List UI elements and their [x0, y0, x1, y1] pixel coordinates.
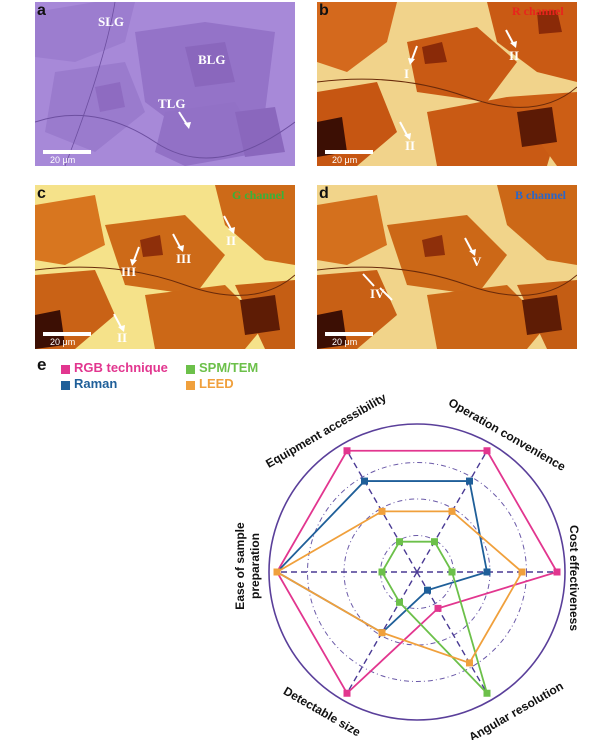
radar-axis-labels: Equipment accessibility Operation conveni…: [233, 390, 581, 740]
scale-bar-a: [43, 150, 91, 154]
panel-d-image: [317, 185, 577, 349]
radar-point-raman-2: [466, 477, 473, 485]
radar-axis-label-group-2: Operation convenience: [446, 395, 568, 474]
radar-point-rgb-technique-4: [434, 604, 442, 612]
c-arrow-iii-left: [130, 246, 140, 266]
label-slg: SLG: [98, 14, 125, 29]
panel-b-label: b: [319, 2, 329, 19]
legend-label-rgb: RGB technique: [74, 360, 168, 375]
radar-outer-circle: [268, 423, 566, 721]
b-arrow-i: [408, 45, 418, 65]
scale-text-a: 20 μm: [50, 155, 76, 165]
radar-point-spm-tem-4: [483, 689, 491, 697]
label-b-ii-top: II: [509, 48, 520, 63]
panel-a-image: [35, 2, 295, 166]
tlg-arrow: [178, 111, 191, 129]
radar-point-leed-5: [378, 629, 386, 637]
radar-point-leed-6: [273, 568, 281, 576]
radar-axis-label-group-3: Cost effectiveness: [567, 525, 581, 631]
c-arrow-iii-right: [172, 233, 184, 252]
c-arrow-ii-top: [223, 215, 235, 234]
panel-d-micrograph: [317, 185, 577, 349]
radar-axis-label-6: Ease of samplepreparation: [233, 522, 262, 610]
channel-g-label: G channel: [232, 188, 285, 202]
legend-swatch-rgb: [61, 365, 70, 374]
radar-point-rgb-technique-2: [483, 447, 491, 455]
radar-chart: Equipment accessibility Operation conveni…: [233, 390, 581, 740]
legend-label-raman: Raman: [74, 376, 118, 391]
radar-axis-label-group-5: Detectable size: [281, 684, 363, 740]
channel-r-label: R channel: [512, 4, 564, 18]
label-c-iii-left: III: [121, 264, 137, 279]
label-tlg: TLG: [158, 96, 186, 111]
radar-point-leed-2: [448, 507, 456, 515]
scale-text-b: 20 μm: [332, 155, 358, 165]
radar-point-leed-1: [378, 507, 386, 515]
radar-axis-label-1: Equipment accessibility: [263, 390, 389, 471]
legend-label-leed: LEED: [199, 376, 234, 391]
scale-bar-d: [325, 332, 373, 336]
panel-d-label: d: [319, 185, 329, 202]
panel-c-image: [35, 185, 295, 349]
radar-point-spm-tem-2: [431, 538, 438, 546]
scale-text-c: 20 μm: [50, 337, 76, 347]
d-arrows-iv: [362, 273, 393, 301]
b-arrow-ii-top: [505, 29, 517, 48]
radar-axis-label-group-1: Equipment accessibility: [263, 390, 389, 471]
scale-text-d: 20 μm: [332, 337, 358, 347]
panel-b-image: [317, 2, 577, 166]
scale-bar-b: [325, 150, 373, 154]
panel-a-micrograph: [35, 2, 295, 166]
radar-series-group: [273, 447, 561, 697]
legend-label-spm: SPM/TEM: [199, 360, 259, 375]
radar-axis-label-2: Operation convenience: [446, 395, 568, 474]
label-c-iii-right: III: [176, 251, 192, 266]
label-c-ii-bottom: II: [117, 330, 128, 345]
radar-point-rgb-technique-3: [553, 568, 561, 576]
radar-axis-label-5: Detectable size: [281, 684, 363, 740]
radar-point-spm-tem-6: [378, 568, 386, 576]
radar-point-rgb-technique-5: [343, 689, 351, 697]
d-arrow-v: [464, 237, 476, 256]
label-b-i: I: [404, 66, 410, 81]
scale-bar-c: [43, 332, 91, 336]
label-d-v: V: [472, 254, 482, 269]
label-c-ii-top: II: [226, 233, 237, 248]
panel-e-label: e: [37, 355, 47, 374]
panel-b-micrograph: [317, 2, 577, 166]
label-blg: BLG: [198, 52, 226, 67]
c-arrow-ii-bottom: [113, 313, 125, 332]
radar-point-spm-tem-5: [396, 598, 403, 606]
label-b-ii-bottom: II: [405, 138, 416, 153]
radar-grid-ring-1: [307, 462, 527, 682]
radar-point-spm-tem-1: [396, 538, 403, 546]
radar-series-raman: [275, 480, 489, 634]
radar-point-leed-4: [466, 659, 473, 667]
radar-point-raman-1: [361, 477, 368, 485]
radar-axis-label-3: Cost effectiveness: [567, 525, 581, 631]
legend-swatch-spm: [186, 365, 195, 374]
radar-point-raman-3: [483, 568, 491, 576]
radar-point-raman-4: [424, 586, 431, 594]
legend-swatch-leed: [186, 381, 195, 390]
panel-c-label: c: [37, 185, 46, 202]
radar-point-rgb-technique-1: [343, 447, 351, 455]
radar-point-spm-tem-3: [448, 568, 456, 576]
panel-c-micrograph: [35, 185, 295, 349]
channel-b-label: B channel: [515, 188, 567, 202]
radar-axis-label-group-6: Ease of samplepreparation: [233, 522, 262, 610]
panel-a-label: a: [37, 2, 46, 19]
radar-point-leed-3: [518, 568, 526, 576]
b-arrow-ii-bottom: [399, 121, 411, 140]
legend-swatch-raman: [61, 381, 70, 390]
